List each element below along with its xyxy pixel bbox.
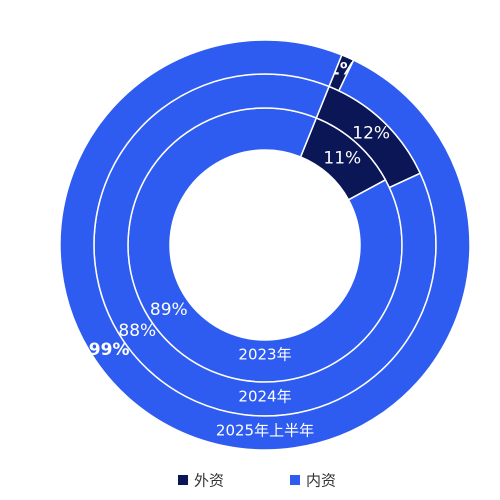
data-label: 88% (118, 321, 156, 341)
legend-label: 外资 (194, 472, 224, 490)
ring-label: 2024年 (238, 388, 291, 406)
ring-label: 2025年上半年 (216, 422, 314, 440)
data-label: 99% (89, 340, 130, 360)
donut-segment (59, 39, 471, 451)
data-label: 11% (323, 149, 361, 169)
data-label: 12% (352, 123, 390, 143)
legend-swatch (290, 475, 300, 485)
ring-label: 2023年 (238, 346, 291, 364)
data-label: 89% (150, 300, 188, 320)
legend-label: 内资 (306, 472, 336, 490)
legend-swatch (178, 475, 188, 485)
